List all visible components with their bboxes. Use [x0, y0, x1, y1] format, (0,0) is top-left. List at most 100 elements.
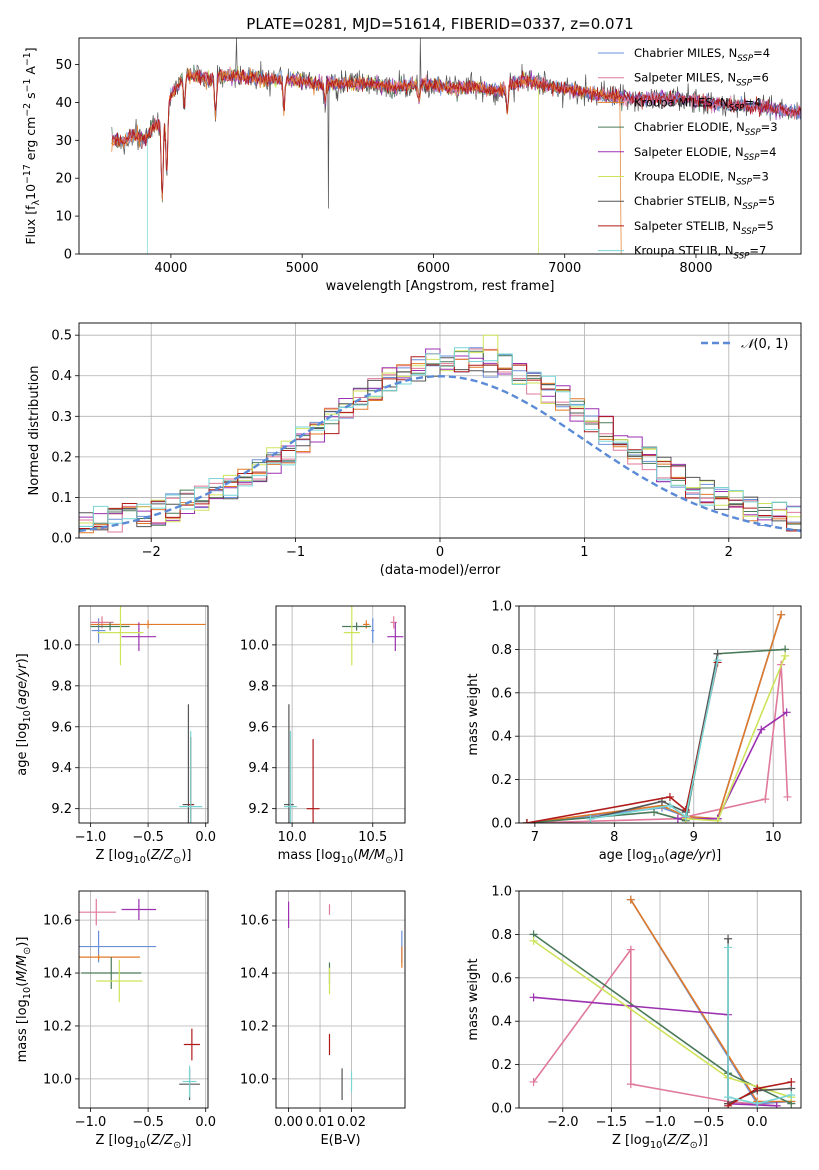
weight-marker: [787, 1090, 796, 1099]
y-axis-label: Flux [fλ10−17 erg cm−2 s−1 A−1]: [22, 47, 42, 244]
ticks: −1.0 −0.5 0.0 9.2 9.4 9.6 9.8 10.0: [43, 638, 216, 845]
plot-area: [522, 610, 792, 823]
weight-marker: [673, 814, 682, 823]
x-tick-label: 8000: [679, 261, 712, 276]
x-tick-label: −0.5: [132, 830, 164, 845]
y-tick-label: 10.4: [240, 967, 269, 982]
y-tick-label: 0.3: [51, 410, 72, 425]
x-tick-label: −1.0: [75, 830, 107, 845]
x-tick-label: 0: [436, 545, 444, 560]
x-tick-label: 0.00: [274, 1115, 303, 1130]
weight-marker: [586, 814, 595, 823]
x-axis-label: Z [log10(Z/Z⊙)]: [612, 1133, 708, 1151]
weight-marker: [753, 1099, 762, 1108]
grid: [79, 891, 208, 1108]
axes-frame: [518, 890, 802, 1109]
errorbar-point: [371, 618, 375, 643]
spectrum-line: [111, 66, 801, 193]
y-tick-label: 10.6: [240, 914, 269, 929]
x-tick-label: −1.5: [596, 1115, 628, 1130]
axes-frame: [78, 37, 802, 255]
y-tick-label: 0.4: [491, 730, 512, 745]
weight-marker: [753, 1084, 762, 1093]
x-tick-label: 2: [725, 545, 733, 560]
ticks: 7 8 9 10 0.0 0.2 0.4 0.6 0.8 1.0: [491, 600, 781, 846]
y-tick-label: 40: [55, 96, 72, 111]
y-tick-label: 10.4: [43, 967, 72, 982]
weight-marker: [529, 993, 538, 1002]
age-vs-mass-chart: 10.0 10.5 9.2 9.4 9.6 9.8 10.0 mass [log10(M/M⊙…: [240, 605, 406, 866]
errorbar-point: [284, 730, 297, 823]
x-axis-label: E(B-V): [320, 1133, 360, 1148]
errorbar-point: [284, 704, 294, 823]
errorbar-point: [79, 898, 116, 926]
x-axis-label: (data-model)/error: [380, 563, 501, 578]
y-axis-label: mass [log10(M/M⊙)]: [15, 937, 33, 1063]
weight-marker: [626, 895, 635, 904]
x-axis-label: Z [log10(Z/Z⊙)]: [96, 1133, 192, 1151]
y-tick-label: 1.0: [491, 885, 512, 900]
x-tick-label: 1: [580, 545, 588, 560]
errorbar-point: [179, 730, 203, 823]
histogram-series: [79, 347, 801, 527]
legend-label: Salpeter MILES, NSSP=6: [634, 71, 769, 89]
grid: [79, 606, 208, 823]
x-tick-label: −0.5: [132, 1115, 164, 1130]
axes-frame: [78, 605, 209, 824]
y-tick-label: 10: [55, 210, 72, 225]
y-tick-label: 9.4: [248, 761, 269, 776]
x-tick-label: 5000: [286, 261, 319, 276]
y-tick-label: 0.6: [491, 971, 512, 986]
y-tick-label: 9.2: [51, 802, 72, 817]
weight-marker: [713, 656, 722, 665]
errorbar-point: [343, 606, 360, 666]
x-tick-label: 7000: [548, 261, 581, 276]
legend-label: Kroupa STELIB, NSSP=7: [634, 244, 766, 262]
weight-marker: [724, 943, 733, 952]
x-tick-label: 6000: [417, 261, 450, 276]
y-tick-label: 0.0: [51, 532, 72, 547]
plot-area: [111, 38, 801, 254]
y-tick-label: 10.0: [43, 638, 72, 653]
x-tick-label: −2.0: [547, 1115, 579, 1130]
y-axis-label: mass weight: [466, 673, 481, 755]
histogram-series: [79, 357, 801, 531]
weight-marker: [665, 792, 674, 801]
y-tick-label: 0.1: [51, 491, 72, 506]
weight-line: [533, 940, 792, 1098]
x-tick-label: 9: [690, 830, 698, 845]
y-tick-label: 1.0: [491, 600, 512, 615]
legend-label: 𝒩(0, 1): [741, 337, 788, 352]
errorbar-point: [97, 606, 144, 666]
errorbar-point: [79, 954, 141, 960]
errorbar-point: [342, 622, 372, 631]
weight-marker: [783, 792, 792, 801]
y-tick-label: 20: [55, 172, 72, 187]
axes-frame: [78, 890, 209, 1109]
figure-title: PLATE=0281, MJD=51614, FIBERID=0337, z=0…: [246, 15, 633, 33]
y-tick-label: 10.2: [43, 1019, 72, 1034]
legend-label: Chabrier STELIB, NSSP=5: [634, 194, 775, 212]
y-tick-label: 0.2: [51, 450, 72, 465]
y-tick-label: 10.0: [240, 638, 269, 653]
ticks: −2.0 −1.5 −1.0 −0.5 0.0 0.0 0.2 0.4 0.6 0.8 1.0: [491, 885, 767, 1131]
y-tick-label: 0.4: [491, 1015, 512, 1030]
legend-label: Chabrier ELODIE, NSSP=3: [634, 120, 778, 138]
errorbar-point: [306, 739, 320, 823]
y-tick-label: 0.4: [51, 369, 72, 384]
errorbar-point: [96, 959, 143, 1003]
x-axis-label: age [log10(age/yr)]: [599, 848, 722, 866]
y-tick-label: 10.0: [43, 1072, 72, 1087]
y-tick-label: 10.6: [43, 914, 72, 929]
errorbar-point: [121, 898, 157, 921]
x-tick-label: 8: [610, 830, 618, 845]
grid: [519, 605, 801, 824]
weight-marker: [626, 1080, 635, 1089]
weight-marker: [724, 1093, 733, 1102]
ticks: 4000 5000 6000 7000 8000 0 10 20 30 40 50: [55, 58, 712, 276]
weight-line: [630, 899, 792, 1103]
legend-label: Kroupa MILES, NSSP=4: [634, 95, 761, 113]
y-tick-label: 9.6: [248, 720, 269, 735]
x-tick-label: 7: [531, 830, 539, 845]
